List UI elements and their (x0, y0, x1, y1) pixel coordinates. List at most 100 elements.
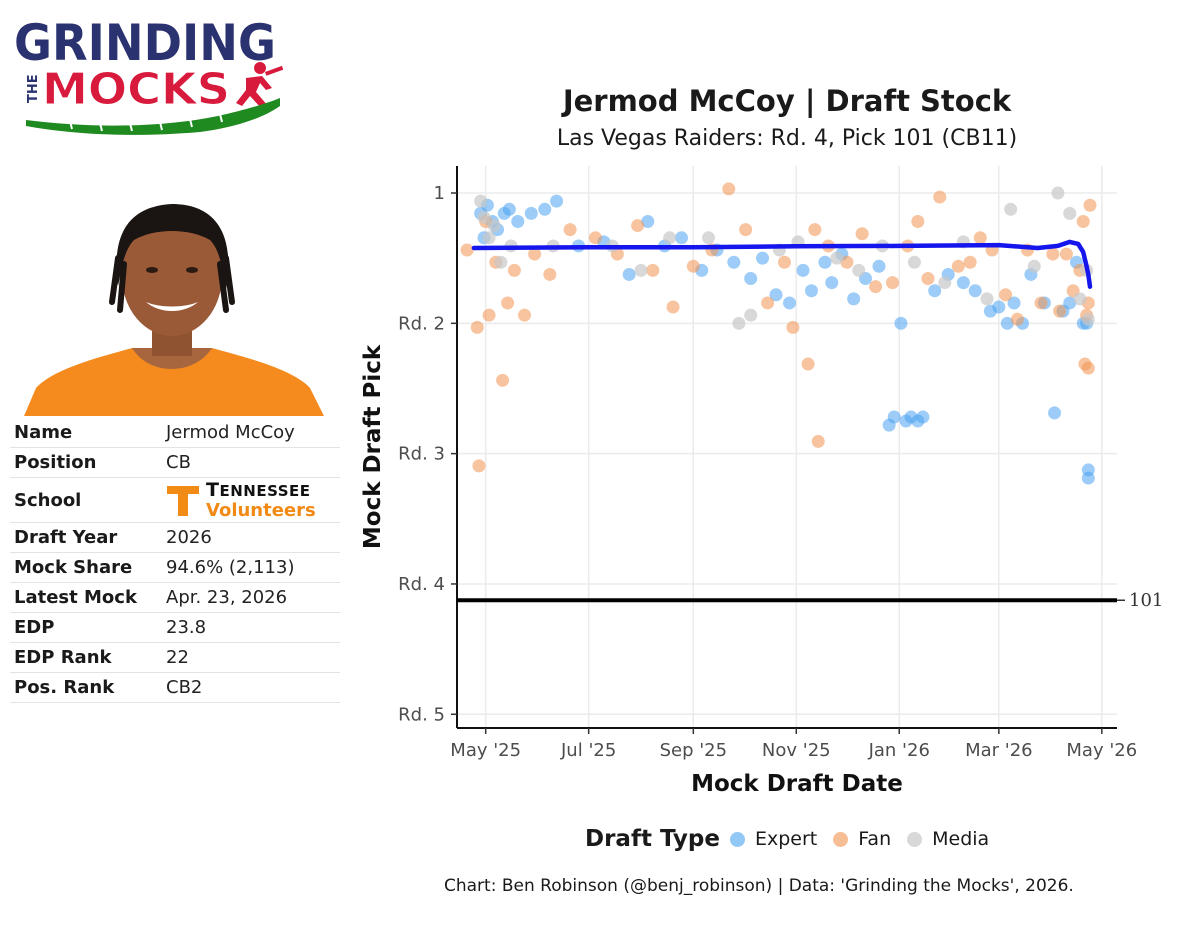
data-point-fan (1083, 198, 1097, 212)
hair-shape (116, 204, 229, 290)
data-point-fan (666, 300, 680, 314)
x-tick-label: May '26 (1066, 740, 1137, 761)
row-label-pos-rank: Pos. Rank (10, 672, 162, 703)
table-row: School TENNESSEE Volunteers (10, 477, 340, 523)
row-label-position: Position (10, 447, 162, 478)
legend-dot-media (907, 831, 923, 847)
data-point-expert (872, 259, 886, 273)
data-point-expert (825, 276, 839, 290)
grid-lines (457, 166, 1117, 728)
data-point-fan (855, 227, 869, 241)
school-logo: TENNESSEE Volunteers (166, 480, 340, 521)
data-point-expert (847, 292, 861, 306)
data-point-fan (973, 231, 987, 245)
data-point-fan (1076, 215, 1090, 229)
row-label-latest-mock: Latest Mock (10, 582, 162, 613)
data-point-fan (528, 247, 542, 261)
data-point-expert (756, 251, 770, 265)
legend-title: Draft Type (585, 826, 720, 852)
data-point-media (487, 219, 501, 233)
data-point-media (852, 263, 866, 277)
data-point-fan (518, 308, 532, 322)
data-point-media (1004, 202, 1018, 216)
x-tick-label: May '25 (450, 740, 521, 761)
football-field-icon (26, 98, 280, 135)
y-axis-title: Mock Draft Pick (360, 344, 386, 549)
player-photo (24, 204, 324, 416)
data-point-fan (1053, 304, 1067, 318)
row-value-mock-share: 94.6% (2,113) (162, 552, 340, 583)
data-point-fan (801, 357, 815, 371)
data-point-media (938, 276, 952, 290)
data-point-fan (631, 219, 645, 233)
grinding-the-mocks-logo: GRINDING THE MOCKS (14, 14, 284, 135)
table-row: Latest Mock Apr. 23, 2026 (10, 582, 340, 613)
data-point-media (1081, 312, 1095, 326)
data-point-media (482, 231, 496, 245)
data-point-expert (538, 202, 552, 216)
data-point-fan (1081, 361, 1095, 375)
row-value-pos-rank: CB2 (162, 672, 340, 703)
data-point-expert (796, 263, 810, 277)
data-point-expert (956, 276, 970, 290)
jersey-shape (24, 348, 324, 416)
data-point-fan (786, 320, 800, 334)
data-point-fan (588, 231, 602, 245)
data-point-media (1073, 292, 1087, 306)
data-point-expert (744, 272, 758, 286)
x-tick-label: Jan '26 (868, 740, 930, 761)
table-row: Name Jermod McCoy (10, 418, 340, 448)
data-point-expert (887, 410, 901, 424)
data-point-media (702, 231, 716, 245)
y-tick-label: Rd. 4 (398, 574, 445, 595)
x-tick-label: Mar '26 (965, 740, 1033, 761)
data-point-media (1051, 186, 1065, 200)
data-point-media (1063, 206, 1077, 220)
legend-item-fan: Fan (833, 828, 891, 850)
table-row: Draft Year 2026 (10, 522, 340, 553)
data-point-media (474, 194, 488, 208)
data-point-expert (1081, 471, 1095, 485)
data-point-fan (951, 259, 965, 273)
series-fan (460, 182, 1097, 473)
y-tick-label: 1 (434, 183, 445, 204)
legend-dot-fan (833, 831, 849, 847)
legend-item-expert: Expert (729, 828, 817, 850)
data-point-expert (1000, 316, 1014, 330)
legend-dot-expert (729, 831, 745, 847)
chart-subtitle: Las Vegas Raiders: Rd. 4, Pick 101 (CB11… (556, 126, 1018, 151)
data-point-fan (496, 373, 510, 387)
data-point-expert (783, 296, 797, 310)
data-point-fan (811, 434, 825, 448)
data-point-fan (646, 263, 660, 277)
data-point-expert (524, 206, 538, 220)
data-point-fan (777, 255, 791, 269)
table-row: Pos. Rank CB2 (10, 672, 340, 703)
data-point-fan (543, 267, 557, 281)
data-point-fan (1010, 312, 1024, 326)
data-point-fan (933, 190, 947, 204)
data-point-media (663, 231, 677, 245)
data-point-expert (675, 231, 689, 245)
data-point-expert (916, 410, 930, 424)
data-point-expert (992, 300, 1006, 314)
row-label-school: School (10, 477, 162, 523)
row-value-position: CB (162, 447, 340, 478)
chart-title: Jermod McCoy | Draft Stock (562, 84, 1012, 118)
row-value-name: Jermod McCoy (162, 418, 340, 448)
data-point-expert (502, 202, 516, 216)
row-value-edp-rank: 22 (162, 642, 340, 673)
yard-lines-icon (69, 113, 223, 132)
data-point-expert (769, 288, 783, 302)
y-tick-label: Rd. 5 (398, 704, 445, 725)
row-value-draft-year: 2026 (162, 522, 340, 553)
data-point-media (744, 308, 758, 322)
data-point-fan (686, 259, 700, 273)
table-row: EDP 23.8 (10, 612, 340, 643)
data-point-fan (963, 255, 977, 269)
table-row: EDP Rank 22 (10, 642, 340, 673)
data-point-fan (999, 288, 1013, 302)
data-point-fan (921, 272, 935, 286)
x-tick-label: Nov '25 (762, 740, 831, 761)
